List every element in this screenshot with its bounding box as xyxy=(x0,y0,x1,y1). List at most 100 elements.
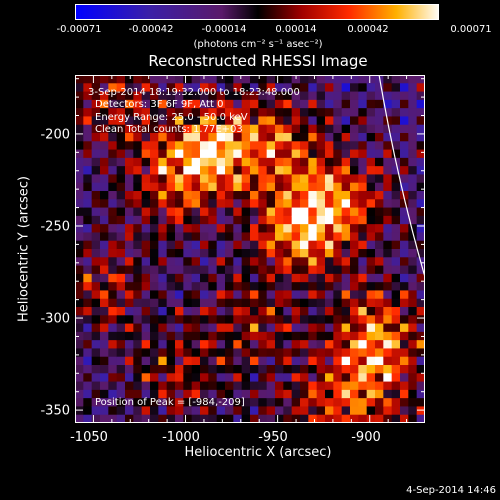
heatmap-cell xyxy=(225,365,234,374)
heatmap-cell xyxy=(191,99,201,109)
heatmap-cell xyxy=(391,323,401,333)
heatmap-cell xyxy=(183,215,193,225)
heatmap-cell xyxy=(200,307,209,316)
heatmap-cell xyxy=(350,282,359,292)
heatmap-cell xyxy=(375,398,384,408)
heatmap-cell xyxy=(141,232,151,242)
heatmap-cell xyxy=(150,124,159,134)
heatmap-cell xyxy=(83,174,93,184)
heatmap-cell xyxy=(200,99,209,109)
heatmap-cell xyxy=(408,116,418,126)
heatmap-cell xyxy=(416,406,425,416)
heatmap-cell xyxy=(408,315,418,325)
heatmap-cell xyxy=(216,249,226,258)
heatmap-cell xyxy=(83,381,93,391)
heatmap-cell xyxy=(250,389,259,399)
heatmap-cell xyxy=(325,157,334,167)
heatmap-cell xyxy=(91,166,101,176)
heatmap-cell xyxy=(266,166,276,176)
heatmap-cell xyxy=(416,182,425,192)
heatmap-cell xyxy=(300,207,309,217)
heatmap-cell xyxy=(391,174,401,184)
heatmap-cell xyxy=(283,133,293,142)
heatmap-cell xyxy=(216,307,226,316)
heatmap-cell xyxy=(225,348,234,358)
heatmap-cell xyxy=(266,307,276,316)
heatmap-cell xyxy=(366,282,376,292)
heatmap-cell xyxy=(291,273,301,283)
heatmap-cell xyxy=(108,141,118,151)
heatmap-cell xyxy=(416,373,425,383)
heatmap-cell xyxy=(333,381,343,391)
info-peak: Position of Peak = [-984,-209] xyxy=(95,397,245,408)
heatmap-cell xyxy=(308,373,318,383)
heatmap-cell xyxy=(358,331,368,341)
heatmap-cell xyxy=(158,340,168,350)
heatmap-cell xyxy=(408,257,418,267)
heatmap-cell xyxy=(141,298,151,308)
heatmap-cell xyxy=(191,207,201,217)
heatmap-cell xyxy=(375,91,384,101)
heatmap-cell xyxy=(125,315,134,325)
heatmap-cell xyxy=(266,215,276,225)
heatmap-cell xyxy=(75,116,84,126)
heatmap-cell xyxy=(350,348,359,358)
heatmap-cell xyxy=(141,398,151,408)
heatmap-cell xyxy=(316,232,326,242)
heatmap-cell xyxy=(316,116,326,126)
heatmap-cell xyxy=(141,166,151,176)
heatmap-cell xyxy=(183,414,193,423)
heatmap-cell xyxy=(358,124,368,134)
heatmap-cell xyxy=(250,249,259,258)
heatmap-cell xyxy=(158,406,168,416)
heatmap-cell xyxy=(341,199,351,209)
heatmap-cell xyxy=(416,191,425,200)
heatmap-cell xyxy=(275,224,284,234)
heatmap-cell xyxy=(283,232,293,242)
heatmap-cell xyxy=(150,398,159,408)
heatmap-cell xyxy=(116,157,126,167)
heatmap-cell xyxy=(133,265,143,275)
heatmap-cell xyxy=(333,365,343,374)
heatmap-cell xyxy=(150,116,159,126)
heatmap-cell xyxy=(283,99,293,109)
heatmap-cell xyxy=(275,232,284,242)
heatmap-cell xyxy=(350,99,359,109)
heatmap-cell xyxy=(100,381,109,391)
heatmap-cell xyxy=(116,315,126,325)
heatmap-cell xyxy=(241,340,251,350)
heatmap-cell xyxy=(233,232,243,242)
heatmap-cell xyxy=(158,414,168,423)
heatmap-cell xyxy=(283,249,293,258)
heatmap-cell xyxy=(408,298,418,308)
heatmap-cell xyxy=(175,257,184,267)
heatmap-cell xyxy=(100,249,109,258)
heatmap-cell xyxy=(358,290,368,300)
heatmap-cell xyxy=(375,323,384,333)
heatmap-cell xyxy=(108,99,118,109)
heatmap-cell xyxy=(75,282,84,292)
heatmap-cells xyxy=(75,75,425,423)
heatmap-cell xyxy=(391,381,401,391)
heatmap-cell xyxy=(116,389,126,399)
heatmap-cell xyxy=(175,166,184,176)
heatmap-cell xyxy=(225,323,234,333)
heatmap-cell xyxy=(166,232,176,242)
heatmap-cell xyxy=(175,207,184,217)
heatmap-cell xyxy=(166,141,176,151)
heatmap-cell xyxy=(316,282,326,292)
heatmap-cell xyxy=(91,398,101,408)
heatmap-cell xyxy=(300,91,309,101)
heatmap-cell xyxy=(341,207,351,217)
heatmap-cell xyxy=(233,348,243,358)
heatmap-cell xyxy=(75,373,84,383)
heatmap-cell xyxy=(75,298,84,308)
heatmap-cell xyxy=(75,91,84,101)
heatmap-cell xyxy=(141,182,151,192)
heatmap-cell xyxy=(325,365,334,374)
heatmap-cell xyxy=(108,232,118,242)
heatmap-cell xyxy=(383,108,393,118)
heatmap-cell xyxy=(166,166,176,176)
heatmap-cell xyxy=(408,149,418,159)
heatmap-cell xyxy=(100,257,109,267)
